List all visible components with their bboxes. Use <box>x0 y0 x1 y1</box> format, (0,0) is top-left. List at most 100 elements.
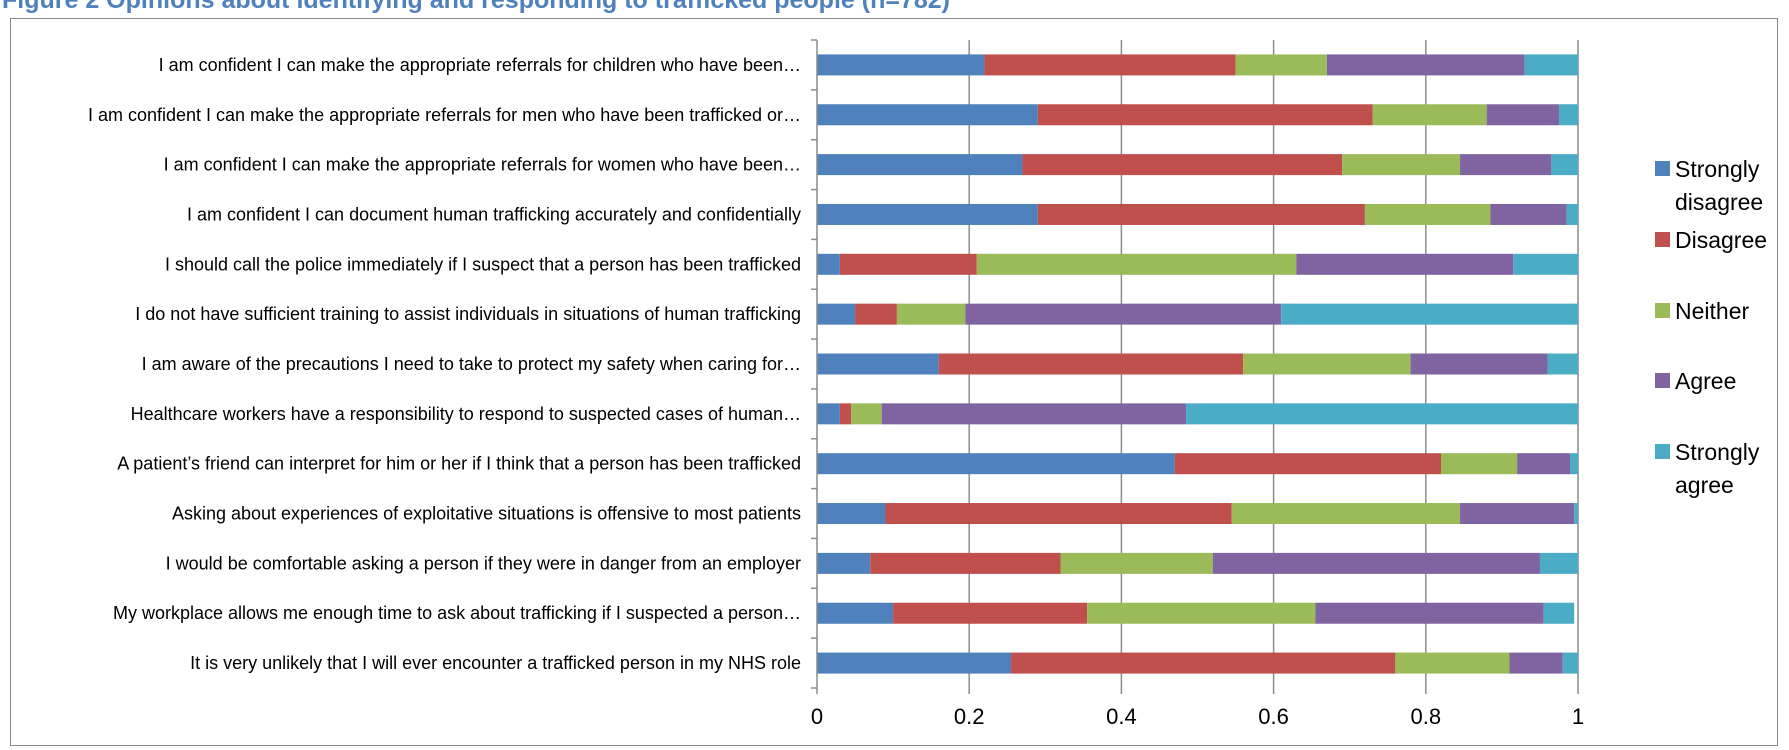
category-label-1: I am confident I can make the appropriat… <box>159 55 801 75</box>
bar-segment-row4-strongly-agree <box>1566 203 1578 225</box>
legend-item-strongly-disagree: Strongly disagree <box>1655 156 1763 215</box>
bar-segment-row12-agree <box>1315 602 1544 624</box>
legend-item-agree: Agree <box>1655 368 1736 394</box>
bar-segment-row7-agree <box>1410 353 1548 375</box>
x-tick-label-2: 0.2 <box>954 704 985 729</box>
bar-segment-row10-agree <box>1460 503 1575 525</box>
bar-segment-row11-strongly-disagree <box>817 552 871 574</box>
bar-segment-row2-strongly-agree <box>1558 104 1578 126</box>
bar-segment-row6-strongly-disagree <box>817 303 856 325</box>
bar-segment-row13-disagree <box>1011 652 1396 674</box>
bar-segment-row13-strongly-agree <box>1562 652 1578 674</box>
legend-label: agree <box>1675 472 1734 498</box>
bar-segment-row5-strongly-agree <box>1513 253 1578 275</box>
bar-segment-row9-strongly-disagree <box>817 453 1175 475</box>
category-label-10: Asking about experiences of exploitative… <box>172 504 801 524</box>
category-label-6: I do not have sufficient training to ass… <box>135 304 801 324</box>
category-label-12: My workplace allows me enough time to as… <box>113 603 801 623</box>
bar-segment-row13-neither <box>1395 652 1510 674</box>
legend-label: Disagree <box>1675 227 1767 253</box>
bar-segment-row6-agree <box>965 303 1282 325</box>
legend-item-neither: Neither <box>1655 298 1749 324</box>
bar-segment-row12-neither <box>1087 602 1316 624</box>
bar-segment-row4-agree <box>1490 203 1567 225</box>
bar-segment-row3-disagree <box>1022 154 1343 176</box>
x-tick-label-4: 0.6 <box>1258 704 1289 729</box>
legend-label: disagree <box>1675 189 1763 215</box>
axes <box>811 39 1579 694</box>
bar-segment-row11-neither <box>1060 552 1213 574</box>
bar-segment-row13-strongly-disagree <box>817 652 1012 674</box>
bar-segment-row1-strongly-disagree <box>817 54 985 76</box>
category-label-13: It is very unlikely that I will ever enc… <box>190 653 801 673</box>
bar-segment-row10-disagree <box>885 503 1232 525</box>
category-label-4: I am confident I can document human traf… <box>187 204 801 224</box>
category-label-11: I would be comfortable asking a person i… <box>166 553 801 573</box>
bar-segment-row11-agree <box>1212 552 1540 574</box>
category-label-9: A patient’s friend can interpret for him… <box>117 454 801 474</box>
bar-segment-row3-agree <box>1460 154 1552 176</box>
bar-segment-row4-neither <box>1364 203 1491 225</box>
bar-segment-row11-disagree <box>870 552 1061 574</box>
category-label-7: I am aware of the precautions I need to … <box>142 354 801 374</box>
bar-segment-row10-strongly-agree <box>1574 503 1578 525</box>
x-tick-label-5: 0.8 <box>1411 704 1442 729</box>
legend-swatch <box>1655 303 1670 318</box>
bar-segment-row4-disagree <box>1037 203 1365 225</box>
chart-frame <box>10 18 1778 746</box>
legend-swatch <box>1655 161 1670 176</box>
bar-segment-row11-strongly-agree <box>1539 552 1578 574</box>
bar-segment-row1-agree <box>1326 54 1525 76</box>
bar-segment-row8-strongly-disagree <box>817 403 840 425</box>
category-label-5: I should call the police immediately if … <box>165 254 801 274</box>
category-label-8: Healthcare workers have a responsibility… <box>131 404 801 424</box>
legend-swatch <box>1655 232 1670 247</box>
bar-segment-row2-disagree <box>1037 104 1373 126</box>
bar-segment-row6-neither <box>896 303 966 325</box>
x-tick-labels: 0 0.2 0.4 0.6 0.8 1 <box>811 704 1584 729</box>
bar-segment-row4-strongly-disagree <box>817 203 1038 225</box>
legend-label: Strongly <box>1675 156 1760 182</box>
bar-segment-row1-strongly-agree <box>1524 54 1578 76</box>
bar-segment-row5-agree <box>1296 253 1514 275</box>
bar-segment-row3-strongly-agree <box>1551 154 1578 176</box>
bar-segment-row10-neither <box>1231 503 1461 525</box>
bar-segment-row10-strongly-disagree <box>817 503 886 525</box>
bar-segment-row9-disagree <box>1174 453 1442 475</box>
legend-item-disagree: Disagree <box>1655 227 1767 253</box>
x-tick-label-3: 0.4 <box>1106 704 1137 729</box>
bar-segment-row9-agree <box>1517 453 1571 475</box>
bar-segment-row8-strongly-agree <box>1186 403 1578 425</box>
bar-segment-row6-strongly-agree <box>1281 303 1578 325</box>
category-label-3: I am confident I can make the appropriat… <box>164 155 801 175</box>
bar-segment-row3-strongly-disagree <box>817 154 1023 176</box>
bars <box>817 54 1578 674</box>
bar-segment-row3-neither <box>1342 154 1461 176</box>
bar-segment-row1-neither <box>1235 54 1327 76</box>
bar-segment-row8-agree <box>881 403 1187 425</box>
bar-segment-row9-strongly-agree <box>1570 453 1578 475</box>
bar-segment-row2-neither <box>1372 104 1487 126</box>
legend-item-strongly-agree: Strongly agree <box>1655 439 1760 498</box>
bar-segment-row5-neither <box>976 253 1297 275</box>
bar-segment-row8-neither <box>851 403 882 425</box>
legend-label: Agree <box>1675 368 1736 394</box>
legend-label: Neither <box>1675 298 1749 324</box>
bar-segment-row12-strongly-disagree <box>817 602 894 624</box>
bar-segment-row2-agree <box>1486 104 1559 126</box>
x-tick-label-6: 1 <box>1572 704 1584 729</box>
bar-segment-row5-strongly-disagree <box>817 253 840 275</box>
figure-title: Figure 2 Opinions about identifying and … <box>2 0 950 14</box>
bar-segment-row7-disagree <box>938 353 1244 375</box>
category-labels: I am confident I can make the appropriat… <box>88 55 801 673</box>
bar-segment-row8-disagree <box>839 403 852 425</box>
bar-segment-row7-strongly-disagree <box>817 353 939 375</box>
bar-segment-row5-disagree <box>839 253 977 275</box>
bar-segment-row12-strongly-agree <box>1543 602 1575 624</box>
legend-swatch <box>1655 373 1670 388</box>
x-tick-label-1: 0 <box>811 704 823 729</box>
bar-segment-row1-disagree <box>984 54 1236 76</box>
legend: Strongly disagree Disagree Neither Agree Stro… <box>1655 156 1767 498</box>
category-label-2: I am confident I can make the appropriat… <box>88 105 801 125</box>
